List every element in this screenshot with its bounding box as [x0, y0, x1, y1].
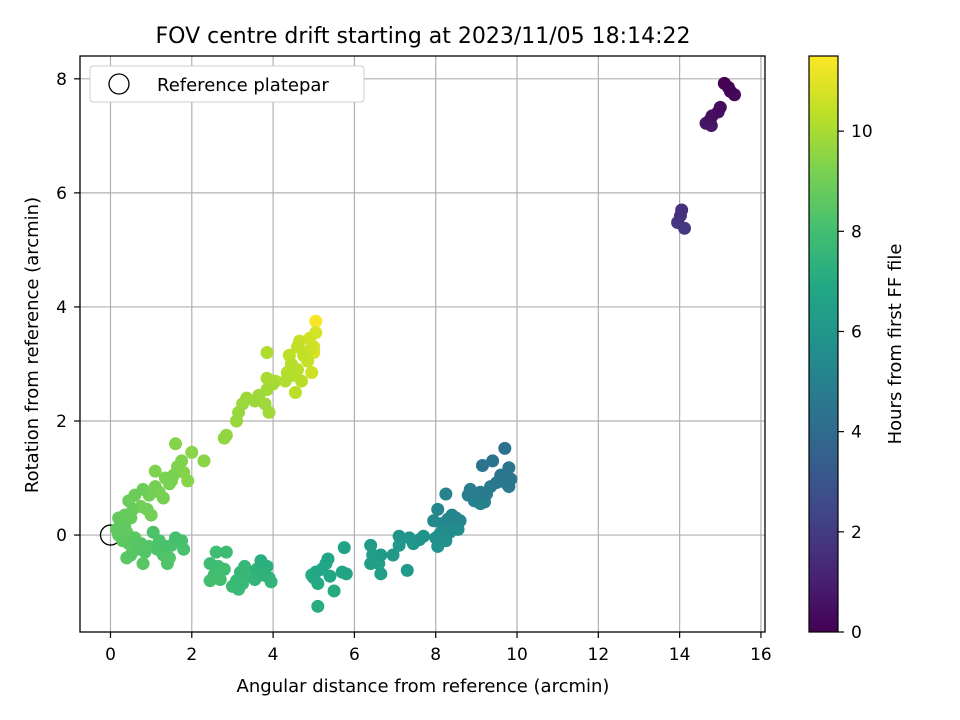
- data-point: [445, 508, 459, 522]
- data-point: [260, 346, 274, 360]
- data-point: [254, 554, 268, 568]
- colorbar-tick-label: 4: [851, 423, 862, 443]
- data-point: [504, 472, 518, 486]
- x-tick-label: 0: [105, 645, 116, 665]
- data-point: [337, 541, 351, 555]
- legend: Reference platepar: [89, 65, 365, 103]
- x-tick-label: 10: [506, 645, 528, 665]
- data-point: [288, 385, 302, 399]
- data-point: [498, 441, 512, 455]
- data-point: [136, 557, 150, 571]
- data-point: [717, 76, 731, 90]
- data-point: [238, 559, 252, 573]
- chart-title: FOV centre drift starting at 2023/11/05 …: [156, 24, 691, 49]
- x-tick-label: 16: [750, 645, 772, 665]
- data-point: [327, 584, 341, 598]
- colorbar-tick-label: 0: [851, 623, 862, 643]
- data-point: [303, 331, 317, 345]
- data-point: [321, 552, 335, 566]
- x-axis-ticks: 0 2 4 6 8 10 12 14 16: [105, 632, 772, 665]
- data-point: [309, 314, 323, 328]
- y-tick-label: 4: [56, 298, 67, 318]
- data-point: [219, 545, 233, 559]
- x-tick-label: 8: [430, 645, 441, 665]
- data-point: [305, 366, 319, 380]
- x-tick-label: 4: [268, 645, 279, 665]
- x-tick-label: 14: [669, 645, 691, 665]
- colorbar-gradient: [808, 55, 839, 633]
- data-point: [217, 431, 231, 445]
- legend-marker: [108, 73, 130, 95]
- plot-frame: [79, 55, 766, 633]
- data-point: [502, 461, 516, 475]
- data-point: [185, 445, 199, 459]
- colorbar-tick-label: 8: [851, 222, 862, 242]
- colorbar-tick-label: 6: [851, 322, 862, 342]
- colorbar: 0 2 4 6 8 10 Hours from first FF file: [808, 55, 906, 643]
- data-point: [148, 464, 162, 478]
- data-point: [290, 340, 304, 354]
- data-point: [230, 414, 244, 428]
- colorbar-label: Hours from first FF file: [885, 244, 906, 445]
- data-point: [278, 374, 292, 388]
- data-point: [162, 477, 176, 491]
- data-point: [475, 458, 489, 472]
- data-point: [169, 437, 183, 451]
- data-point: [463, 482, 477, 496]
- data-point: [197, 454, 211, 468]
- data-point: [392, 529, 406, 543]
- data-point: [140, 502, 154, 516]
- data-point: [431, 502, 445, 516]
- data-point: [402, 531, 416, 545]
- x-tick-label: 6: [349, 645, 360, 665]
- data-point: [364, 538, 378, 552]
- colorbar-tick-label: 10: [851, 122, 873, 142]
- data-point: [713, 100, 727, 114]
- data-point: [311, 599, 325, 613]
- data-point: [169, 531, 183, 545]
- colorbar-ticks: 0 2 4 6 8 10: [838, 122, 873, 643]
- data-point: [203, 557, 217, 571]
- data-point: [486, 454, 500, 468]
- data-point: [209, 545, 223, 559]
- data-point: [433, 527, 447, 541]
- data-point: [427, 514, 441, 528]
- data-point: [392, 538, 406, 552]
- y-tick-label: 8: [56, 70, 67, 90]
- grid-lines: [80, 56, 765, 632]
- data-point: [417, 529, 431, 543]
- data-point: [675, 203, 689, 217]
- data-point: [439, 487, 453, 501]
- data-point: [473, 485, 487, 499]
- colorbar-tick-label: 2: [851, 523, 862, 543]
- legend-box: [89, 65, 365, 103]
- x-tick-label: 12: [588, 645, 610, 665]
- y-tick-label: 2: [56, 412, 67, 432]
- y-tick-label: 6: [56, 184, 67, 204]
- data-point: [400, 563, 414, 577]
- data-point: [374, 548, 388, 562]
- scatter-points: [99, 76, 742, 613]
- y-axis-label: Rotation from reference (arcmin): [22, 197, 43, 493]
- data-point: [374, 567, 388, 581]
- x-tick-label: 2: [186, 645, 197, 665]
- data-point: [386, 548, 400, 562]
- legend-label: Reference platepar: [157, 75, 329, 96]
- x-axis-label: Angular distance from reference (arcmin): [237, 676, 610, 697]
- y-axis-ticks: 0 2 4 6 8: [56, 70, 80, 546]
- plot-area: 0 2 4 6 8 10 12 14 16 0 2 4 6 8: [56, 55, 772, 665]
- y-tick-label: 0: [56, 526, 67, 546]
- data-point: [335, 565, 349, 579]
